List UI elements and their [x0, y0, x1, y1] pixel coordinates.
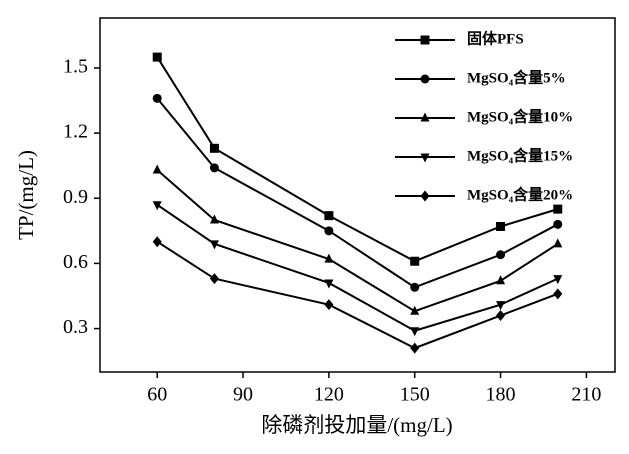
marker — [209, 273, 219, 285]
marker — [410, 256, 420, 266]
marker — [420, 35, 430, 45]
marker — [324, 279, 334, 289]
marker — [553, 204, 563, 214]
y-tick-label: 0.3 — [63, 316, 88, 338]
marker — [152, 236, 162, 248]
legend-label: 固体PFS — [467, 29, 524, 47]
marker — [152, 52, 162, 62]
marker — [152, 93, 162, 103]
marker — [209, 214, 219, 224]
legend-label: MgSO₄含量20% — [467, 185, 573, 203]
series-line — [156, 203, 559, 332]
marker — [324, 253, 334, 263]
marker — [420, 190, 430, 202]
series-line — [156, 169, 559, 313]
marker — [324, 211, 334, 221]
y-tick-label: 1.2 — [63, 121, 88, 143]
marker — [496, 221, 506, 231]
y-tick-label: 1.5 — [63, 56, 88, 78]
marker — [410, 282, 420, 292]
marker — [553, 238, 563, 248]
marker — [496, 301, 506, 311]
marker — [553, 288, 563, 300]
marker — [410, 342, 420, 354]
x-tick-label: 120 — [314, 384, 344, 406]
marker — [420, 153, 430, 163]
marker — [209, 240, 219, 250]
marker — [209, 163, 219, 173]
x-tick-label: 60 — [147, 384, 167, 406]
marker — [410, 305, 420, 315]
plot-frame — [99, 17, 616, 373]
marker — [152, 201, 162, 211]
marker — [553, 219, 563, 229]
y-tick-label: 0.6 — [63, 251, 88, 273]
series-line — [156, 240, 559, 350]
marker — [410, 327, 420, 337]
marker — [152, 164, 162, 174]
marker — [324, 299, 334, 311]
marker — [496, 250, 506, 260]
y-axis-title: TP/(mg/L) — [14, 150, 38, 240]
legend-label: MgSO₄含量5% — [467, 68, 566, 86]
marker — [209, 143, 219, 153]
series-line — [156, 97, 559, 289]
marker — [496, 310, 506, 322]
x-tick-label: 150 — [400, 384, 430, 406]
x-axis-title: 除磷剂投加量/(mg/L) — [261, 413, 452, 437]
legend-label: MgSO₄含量15% — [467, 146, 573, 164]
legend-label: MgSO₄含量10% — [467, 107, 573, 125]
marker — [420, 74, 430, 84]
series-line — [156, 56, 559, 263]
x-tick-label: 180 — [486, 384, 516, 406]
marker — [324, 226, 334, 236]
marker — [553, 275, 563, 285]
marker — [496, 275, 506, 285]
marker — [420, 112, 430, 122]
y-tick-label: 0.9 — [63, 186, 88, 208]
x-tick-label: 210 — [571, 384, 601, 406]
x-tick-label: 90 — [233, 384, 253, 406]
